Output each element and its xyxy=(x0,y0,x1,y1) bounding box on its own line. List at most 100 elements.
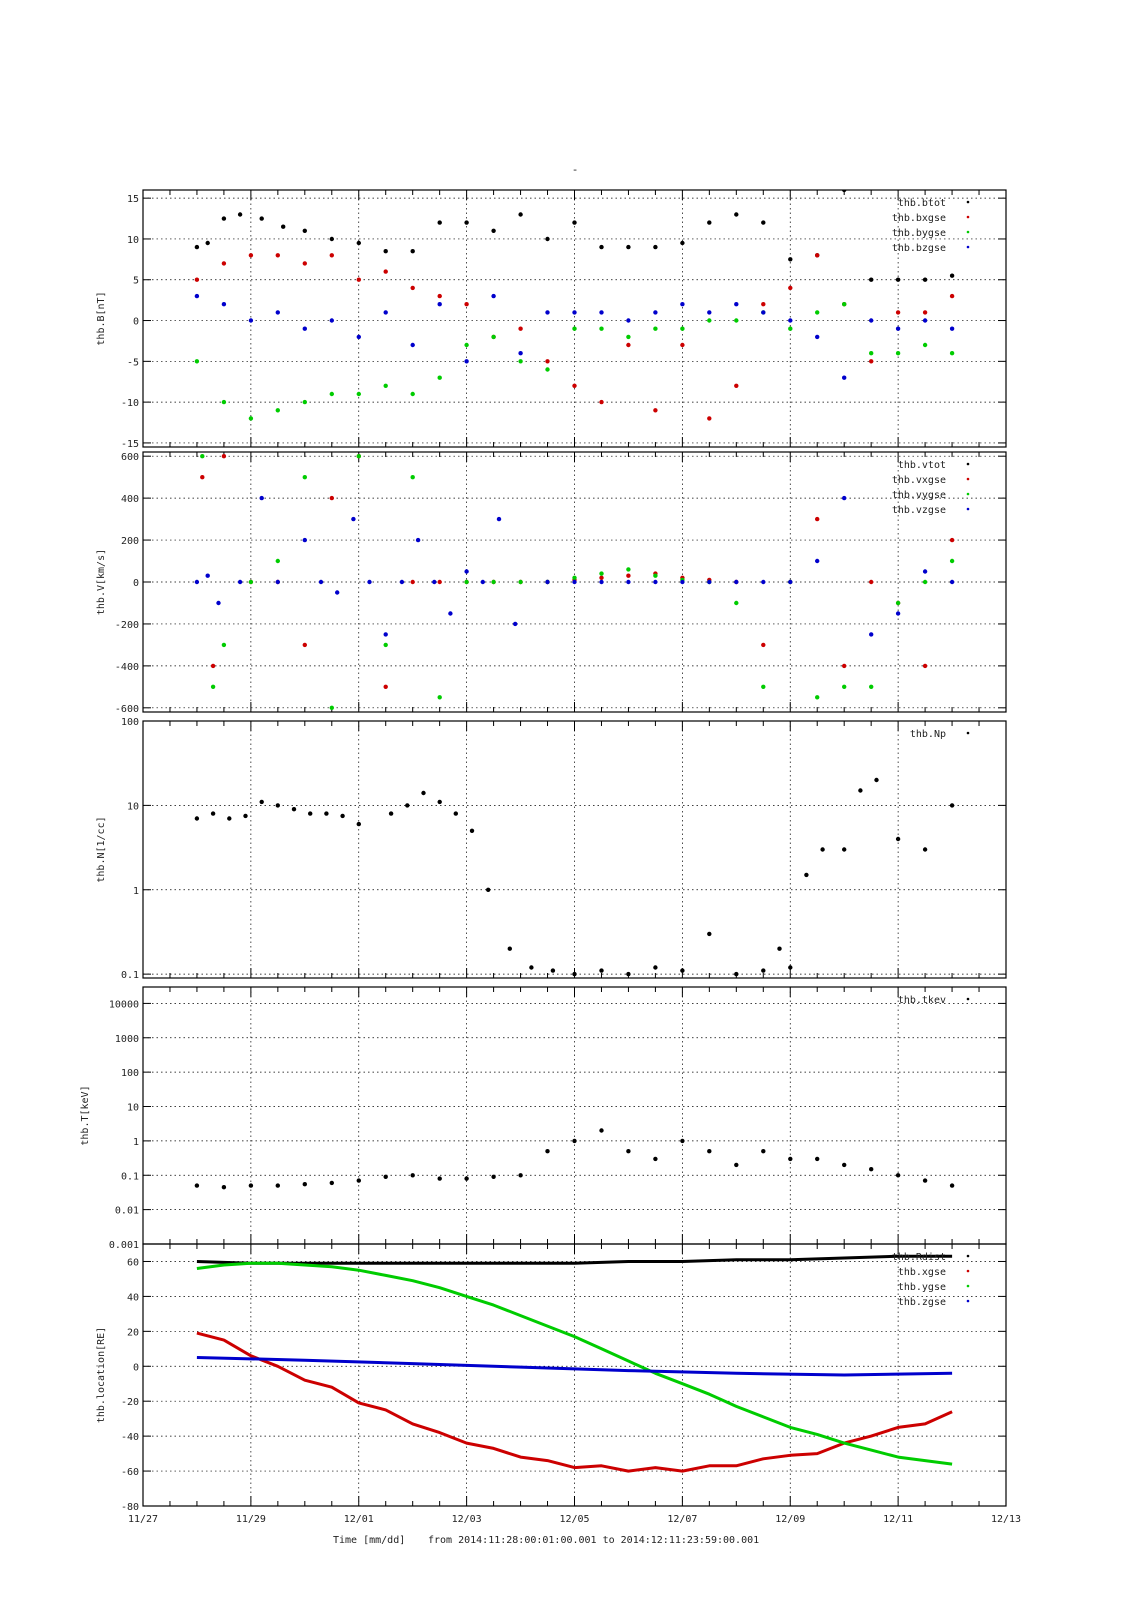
data-point-thb-tkev xyxy=(275,1183,280,1188)
data-point-thb-vzgse xyxy=(496,516,502,522)
time-range-text: from 2014:11:28:00:01:00.001 to 2014:12:… xyxy=(428,1535,759,1546)
data-point-thb-vygse xyxy=(734,600,739,606)
data-point-thb-bygse xyxy=(949,351,955,356)
data-point-thb-bxgse xyxy=(545,359,550,364)
data-point-thb-vygse xyxy=(200,454,205,459)
data-point-thb-bzgse xyxy=(248,318,254,323)
data-point-thb-vygse xyxy=(464,579,469,585)
x-axis-label: Time [mm/dd] xyxy=(333,1535,405,1546)
data-point-thb-bygse xyxy=(572,326,577,331)
legend-label: thb.btot xyxy=(898,198,946,209)
legend-label: thb.bxgse xyxy=(892,213,946,224)
data-point-thb-bxgse xyxy=(734,383,739,388)
y-tick-label: 0.1 xyxy=(121,970,139,981)
y-tick-label: 1000 xyxy=(115,1034,139,1045)
data-point-thb-vygse xyxy=(815,695,820,700)
data-point-thb-vygse xyxy=(895,600,901,606)
data-point-thb-bxgse xyxy=(572,383,577,388)
data-point-thb-vxgse xyxy=(210,663,216,669)
data-point-thb-vxgse xyxy=(922,663,928,669)
x-tick-label: 12/01 xyxy=(344,1514,374,1525)
data-point-thb-bygse xyxy=(329,391,334,397)
data-point-thb-tkev xyxy=(302,1182,307,1187)
data-point-thb-btot xyxy=(437,220,442,225)
data-point-thb-vygse xyxy=(761,684,766,689)
data-point-thb-bzgse xyxy=(788,318,793,323)
data-point-thb-tkev xyxy=(653,1156,658,1162)
data-point-thb-Np xyxy=(243,813,248,819)
data-point-thb-bzgse xyxy=(437,302,442,307)
data-point-thb-vxgse xyxy=(869,579,874,585)
legend-label: thb.bzgse xyxy=(892,243,946,254)
data-point-thb-Np xyxy=(227,816,232,821)
x-tick-label: 12/09 xyxy=(775,1514,805,1525)
data-point-thb-tkev xyxy=(221,1185,227,1190)
data-point-thb-Np xyxy=(324,811,329,816)
series-line-thb-ygse xyxy=(196,1261,953,1466)
data-point-thb-btot xyxy=(788,257,793,262)
y-tick-label: 1 xyxy=(133,886,139,897)
data-point-thb-btot xyxy=(329,236,334,242)
data-point-thb-bzgse xyxy=(680,302,685,307)
y-tick-label: 15 xyxy=(127,194,139,205)
data-point-thb-bygse xyxy=(815,310,820,315)
legend-marker xyxy=(966,462,970,466)
panel-frame xyxy=(142,720,1007,979)
data-point-thb-Np xyxy=(259,799,264,805)
panel-frame xyxy=(142,189,1007,448)
data-point-thb-vzgse xyxy=(599,579,604,585)
panel-1: 15 10 5 0 -5 -10 -15 thb.B[nT] thb.btot thb.bxgse… xyxy=(96,189,1007,450)
data-point-thb-vxgse xyxy=(815,516,820,522)
y-tick-label: 20 xyxy=(127,1327,139,1338)
data-point-thb-Np xyxy=(653,965,658,970)
data-point-thb-vzgse xyxy=(237,579,243,585)
data-point-thb-bygse xyxy=(302,399,307,405)
data-point-thb-btot xyxy=(869,277,874,282)
data-point-thb-tkev xyxy=(518,1173,523,1178)
data-point-thb-bxgse xyxy=(680,342,685,348)
panel-frame xyxy=(142,986,1007,1245)
data-point-thb-vzgse xyxy=(734,579,739,585)
data-point-thb-vygse xyxy=(356,454,361,459)
data-point-thb-bzgse xyxy=(949,326,955,331)
data-point-thb-tkev xyxy=(329,1180,334,1186)
data-point-thb-bygse xyxy=(707,318,712,323)
data-point-thb-bzgse xyxy=(383,310,388,315)
data-point-thb-vzgse xyxy=(275,579,280,585)
data-point-thb-bxgse xyxy=(869,359,874,364)
y-tick-label: 0.001 xyxy=(109,1240,139,1251)
data-point-thb-btot xyxy=(383,249,388,254)
y-axis-label: thb.B[nT] xyxy=(96,291,107,345)
data-point-thb-Np xyxy=(275,803,280,808)
data-point-thb-Np xyxy=(356,821,361,827)
data-point-thb-btot xyxy=(491,228,496,233)
data-point-thb-vxgse xyxy=(626,573,631,578)
panel-frame xyxy=(142,451,1007,713)
data-point-thb-tkev xyxy=(194,1183,200,1188)
data-point-thb-Np xyxy=(291,807,297,812)
legend-label: thb.vygse xyxy=(892,490,946,501)
data-point-thb-vzgse xyxy=(464,569,469,574)
data-point-thb-bygse xyxy=(194,359,200,364)
data-point-thb-vzgse xyxy=(761,579,766,585)
data-point-thb-bzgse xyxy=(329,318,334,323)
data-point-thb-vzgse xyxy=(949,579,955,585)
y-tick-label: 10000 xyxy=(109,999,139,1010)
data-point-thb-Np xyxy=(599,968,604,973)
data-point-thb-btot xyxy=(734,212,739,217)
y-tick-label: 100 xyxy=(121,717,139,728)
legend-label: thb.zgse xyxy=(898,1297,946,1308)
data-point-thb-bygse xyxy=(545,367,550,372)
data-point-thb-bygse xyxy=(491,334,496,340)
data-point-thb-tkev xyxy=(707,1149,712,1154)
data-point-thb-bygse xyxy=(734,318,739,323)
y-axis-label: thb.location[RE] xyxy=(96,1327,107,1423)
y-tick-label: 200 xyxy=(121,536,139,547)
data-point-thb-bygse xyxy=(869,351,874,356)
data-point-thb-Np xyxy=(507,946,512,951)
legend-label: thb.bygse xyxy=(892,228,946,239)
data-point-thb-bygse xyxy=(437,375,442,380)
legend-marker xyxy=(966,230,970,234)
data-point-thb-Np xyxy=(421,790,426,796)
data-point-thb-tkev xyxy=(869,1167,874,1172)
